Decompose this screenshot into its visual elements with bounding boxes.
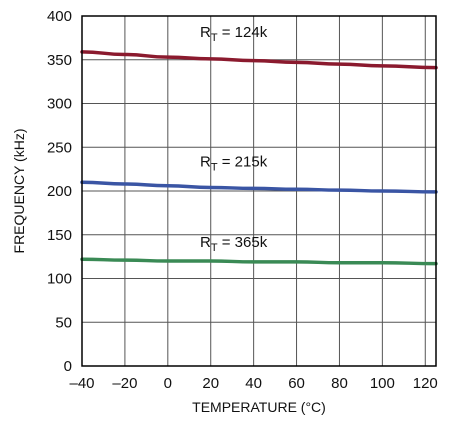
- series-lines: [80, 50, 438, 266]
- x-axis-title: TEMPERATURE (°C): [192, 399, 326, 415]
- series-label-1: RT = 124k: [200, 24, 268, 44]
- series-line-1: [80, 50, 438, 70]
- x-tick-labels: –40 –20 0 20 40 60 80 100 120: [69, 375, 437, 392]
- series-line-2: [80, 180, 438, 194]
- x-tick-label: 60: [288, 375, 305, 392]
- x-tick-label: 80: [331, 375, 348, 392]
- y-tick-label: 300: [47, 96, 72, 113]
- x-tick-label: 20: [202, 375, 219, 392]
- y-tick-label: 150: [47, 227, 72, 244]
- y-tick-label: 250: [47, 139, 72, 156]
- plot-frame: [81, 15, 437, 367]
- y-tick-labels: 0 50 100 150 200 250 300 350 400: [47, 8, 72, 375]
- x-tick-label: –20: [112, 375, 137, 392]
- series-label-2: RT = 215k: [200, 154, 268, 174]
- x-tick-label: 0: [164, 375, 172, 392]
- series-label-3: RT = 365k: [200, 234, 268, 254]
- series-labels: RT = 124k RT = 215k RT = 365k: [200, 24, 268, 254]
- series-line-3: [80, 257, 438, 266]
- x-tick-label: –40: [69, 375, 94, 392]
- x-tick-label: 120: [413, 375, 438, 392]
- y-tick-label: 400: [47, 8, 72, 25]
- x-tick-label: 100: [370, 375, 395, 392]
- y-tick-label: 100: [47, 271, 72, 288]
- y-axis-title: FREQUENCY (kHz): [11, 129, 27, 254]
- x-tick-label: 40: [245, 375, 262, 392]
- y-tick-label: 0: [64, 358, 72, 375]
- y-tick-label: 350: [47, 52, 72, 69]
- y-tick-label: 50: [55, 314, 72, 331]
- y-tick-label: 200: [47, 183, 72, 200]
